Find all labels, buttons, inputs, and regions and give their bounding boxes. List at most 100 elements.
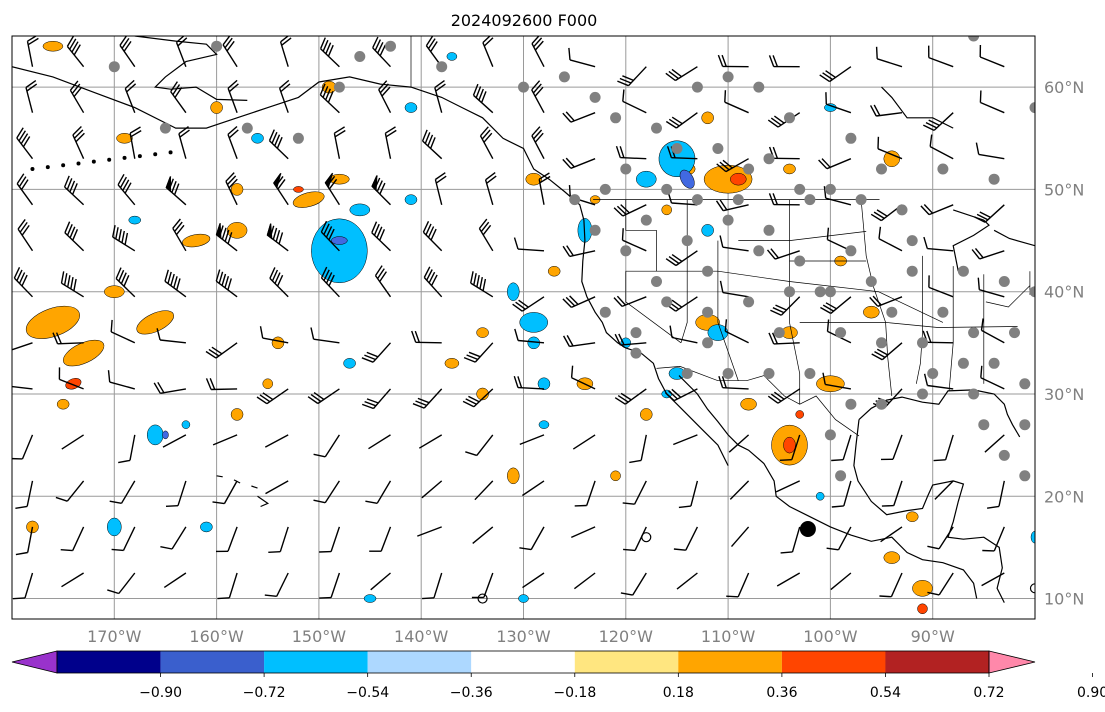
wind-barb (472, 83, 494, 114)
lat-axis-labels: 60°N 50°N 40°N 30°N 20°N 10°N (1044, 78, 1084, 608)
wind-barb (269, 267, 289, 298)
wind-barb (378, 80, 392, 114)
wind-barb (268, 129, 289, 160)
station-dot (794, 255, 806, 267)
aleutian-island (45, 165, 50, 170)
wind-barb (621, 228, 647, 252)
anomaly-contour (343, 358, 356, 369)
lon-tick-label: 170°W (87, 627, 142, 646)
wind-barb (573, 572, 596, 590)
storm-open-marker (477, 593, 488, 604)
station-dot (804, 368, 816, 379)
wind-barb (562, 245, 596, 258)
wind-barb (979, 44, 1005, 68)
wind-barb (678, 480, 699, 509)
station-dot (569, 194, 581, 206)
border-segment (860, 199, 893, 397)
wind-barb (175, 36, 188, 67)
station-dot (824, 286, 836, 298)
wind-barb (423, 266, 443, 298)
colorbar-tick-label: −0.72 (243, 685, 286, 701)
wind-barb (60, 526, 85, 552)
wind-barb (724, 90, 749, 114)
anomaly-contour (116, 133, 133, 144)
station-dot (722, 214, 734, 226)
anomaly-contour (107, 517, 122, 537)
anomaly-contour (525, 172, 542, 186)
station-dot (651, 276, 662, 287)
anomaly-contour (883, 551, 901, 564)
wind-barb (878, 226, 903, 252)
aleutian-island (91, 159, 96, 164)
wind-barb (107, 370, 135, 390)
aleutian-island (76, 161, 81, 166)
wind-barb (562, 295, 596, 309)
wind-barb (421, 129, 443, 160)
wind-barb (482, 36, 494, 67)
colorbar-tick-label: 0.72 (973, 685, 1004, 701)
anomaly-contour (404, 194, 418, 205)
wind-barb (881, 480, 903, 507)
storm-markers (477, 520, 1035, 604)
wind-barb (979, 90, 1005, 114)
wind-barb (205, 378, 238, 391)
station-dot (773, 327, 785, 339)
coastlines (12, 36, 1035, 603)
station-dot (998, 449, 1010, 461)
station-dot (640, 214, 652, 226)
border-segment (738, 231, 867, 241)
wind-barb (434, 80, 446, 113)
wind-barb (412, 388, 443, 409)
wind-barb (217, 572, 238, 600)
station-dot (558, 71, 570, 83)
anomaly-contour (783, 436, 796, 454)
aleutian-island (30, 166, 35, 171)
wind-barb (831, 434, 852, 462)
wind-barb (768, 332, 800, 345)
colorbar-segment (885, 651, 989, 673)
anomaly-contour (519, 312, 548, 333)
anomaly-contour (404, 102, 418, 113)
anomaly-contour (537, 377, 551, 391)
anomaly-fills (25, 40, 1035, 615)
wind-barb (434, 172, 447, 205)
colorbar-extend-low (11, 650, 58, 674)
lat-tick-label: 40°N (1044, 283, 1084, 302)
wind-barb (319, 37, 340, 68)
station-dot (691, 81, 703, 93)
wind-barb (463, 342, 494, 363)
wind-barb (160, 526, 187, 550)
anomaly-contour (128, 215, 142, 225)
wind-barb (669, 325, 698, 344)
station-dot (835, 327, 847, 339)
wind-barb (110, 319, 136, 344)
wind-barb (129, 126, 142, 159)
colorbar-segment (678, 651, 782, 673)
wind-barb (822, 372, 852, 390)
wind-barb (165, 480, 187, 507)
anomaly-contour (816, 375, 845, 393)
colorbar-segment (781, 651, 886, 673)
station-dot (702, 306, 714, 318)
anomaly-contour (1030, 530, 1035, 544)
wind-barb (124, 79, 137, 113)
border-segment (717, 240, 739, 381)
wind-barb (365, 480, 392, 504)
station-dot (763, 368, 775, 379)
wind-barb (319, 526, 341, 553)
lat-tick-label: 20°N (1044, 487, 1084, 506)
anomaly-contour (783, 163, 796, 175)
wind-barb (665, 250, 698, 267)
wind-barb (775, 480, 800, 493)
wind-barb (63, 175, 85, 206)
wind-barb (313, 480, 340, 504)
border-segment (985, 285, 1031, 308)
wind-barb (622, 480, 647, 505)
wind-barb (538, 172, 551, 205)
wind-barb (417, 526, 442, 537)
anomaly-contour (251, 133, 264, 144)
wind-barb (522, 480, 545, 497)
border-segment (656, 366, 860, 437)
wind-barb (58, 367, 84, 390)
